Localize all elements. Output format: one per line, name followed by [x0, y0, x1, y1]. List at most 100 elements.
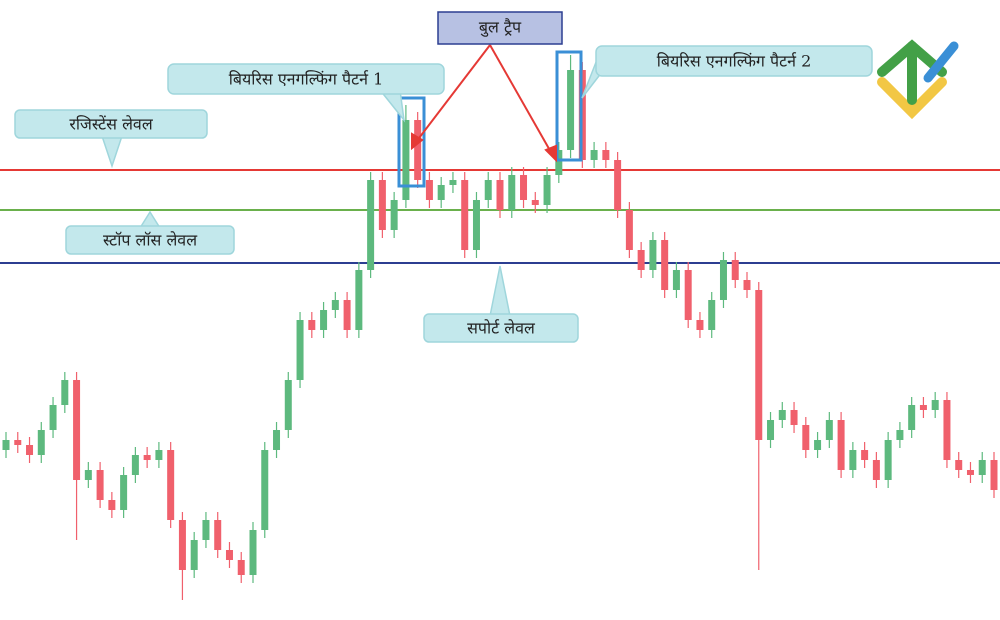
callout-box [595, 45, 873, 77]
candle-body [484, 180, 492, 200]
candle-body [955, 460, 963, 470]
candle-body [672, 270, 680, 290]
candle-body [355, 270, 363, 330]
candle-body [567, 70, 575, 150]
level-label: रजिस्टेंस लेवल [69, 115, 153, 134]
annotation: बुल ट्रैप [479, 18, 522, 38]
highlight-box [397, 96, 426, 188]
candle-body [731, 260, 739, 280]
candle-body [296, 320, 304, 380]
candle-body [84, 470, 92, 480]
candle-body [755, 290, 763, 440]
candle-body [802, 425, 810, 450]
candle-body [520, 175, 528, 200]
callout-box [65, 225, 235, 255]
candles [2, 55, 998, 600]
candle-body [178, 520, 186, 570]
candle-body [814, 440, 822, 450]
candle-body [508, 175, 516, 210]
candle-body [108, 500, 116, 510]
candle-body [131, 455, 139, 475]
candle-body [978, 460, 986, 475]
candle-body [531, 200, 539, 205]
candle-body [943, 400, 951, 460]
candle-body [684, 270, 692, 320]
candle-body [14, 440, 22, 445]
candle-body [26, 445, 34, 455]
candle-body [343, 300, 351, 330]
candle-body [708, 300, 716, 330]
candle-body [449, 180, 457, 185]
level-label: स्टॉप लॉस लेवल [103, 231, 198, 250]
candle-body [73, 380, 81, 480]
candle-body [966, 470, 974, 475]
annotation: बियरिस एनगल्फिंग पैटर्न 2 [657, 52, 812, 71]
candle-body [414, 120, 422, 180]
candle-body [367, 180, 375, 270]
candle-body [861, 450, 869, 460]
candle-body [837, 420, 845, 470]
candle-body [778, 410, 786, 420]
candle-body [437, 185, 445, 200]
candle-body [155, 450, 163, 460]
callout-tail [489, 265, 511, 317]
candle-body [555, 150, 563, 175]
candle-body [225, 550, 233, 560]
candle-body [661, 240, 669, 290]
candle-body [590, 150, 598, 160]
candle-body [472, 200, 480, 250]
candle-body [390, 200, 398, 230]
candle-body [214, 520, 222, 550]
label-box [437, 11, 563, 45]
candle-body [425, 180, 433, 200]
candle-body [884, 440, 892, 480]
candle-body [496, 180, 504, 210]
candle-body [167, 450, 175, 520]
candle-body [625, 210, 633, 250]
callout-box [14, 109, 208, 139]
candle-body [790, 410, 798, 425]
candle-body [402, 120, 410, 200]
candle-body [602, 150, 610, 160]
candle-body [37, 430, 45, 455]
highlight-box [555, 50, 583, 162]
candle-body [649, 240, 657, 270]
candle-body [378, 180, 386, 230]
candle-body [96, 470, 104, 500]
candle-body [202, 520, 210, 540]
candle-body [2, 440, 10, 450]
candle-body [872, 460, 880, 480]
candle-body [849, 450, 857, 470]
candle-body [49, 405, 57, 430]
level-label: सपोर्ट लेवल [467, 319, 536, 338]
candle-body [896, 430, 904, 440]
candle-body [190, 540, 198, 570]
candle-body [919, 405, 927, 410]
candle-body [308, 320, 316, 330]
candle-body [614, 160, 622, 210]
candle-body [284, 380, 292, 430]
annotation: बियरिस एनगल्फिंग पैटर्न 1 [229, 70, 384, 89]
candle-body [120, 475, 128, 510]
candle-body [261, 450, 269, 530]
candle-body [273, 430, 281, 450]
callout-box [423, 313, 579, 343]
candle-body [931, 400, 939, 410]
candle-body [320, 310, 328, 330]
candle-body [767, 420, 775, 440]
callout-box [167, 63, 445, 95]
candle-body [990, 460, 998, 490]
candle-body [637, 250, 645, 270]
candle-body [743, 280, 751, 290]
candle-body [719, 260, 727, 300]
candle-body [461, 180, 469, 250]
candle-body [331, 300, 339, 310]
candle-body [143, 455, 151, 460]
callout-tail [100, 135, 124, 169]
candle-body [237, 560, 245, 575]
candle-body [543, 175, 551, 205]
logo [877, 39, 959, 120]
candle-body [249, 530, 257, 575]
